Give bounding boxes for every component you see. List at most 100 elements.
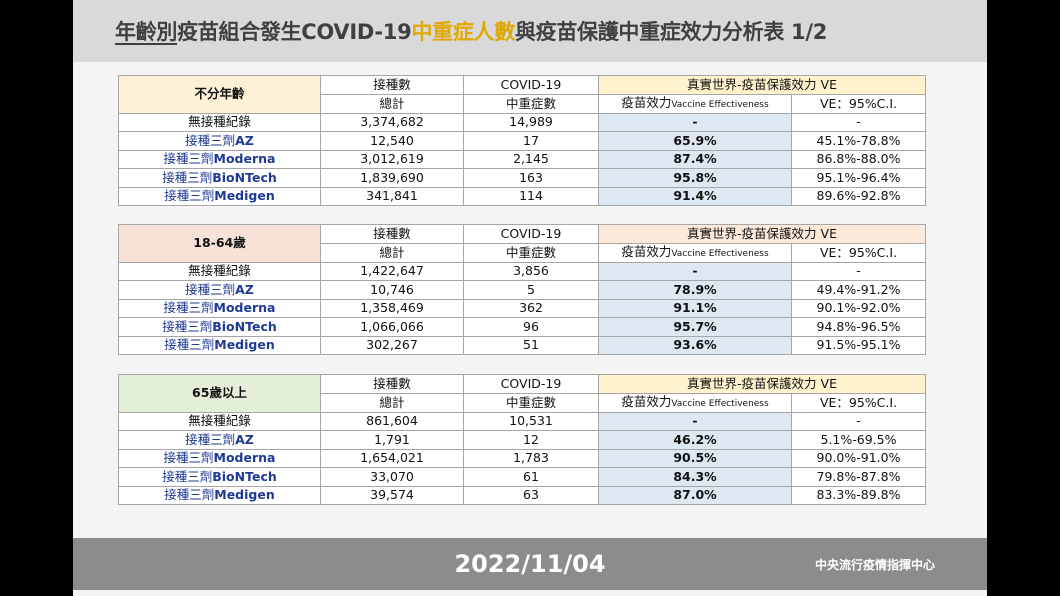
row-brand: BioNTech bbox=[212, 468, 277, 484]
row-total: 302,267 bbox=[320, 335, 464, 355]
table-row: 接種三劑BioNTech 1,839,690 163 95.8% 95.1%-96.4% bbox=[118, 168, 926, 188]
row-ci: 79.8%-87.8% bbox=[791, 467, 926, 487]
row-ci: - bbox=[791, 261, 926, 281]
table-row: 接種三劑AZ 12,540 17 65.9% 45.1%-78.8% bbox=[118, 131, 926, 151]
row-label: 接種三劑BioNTech bbox=[118, 467, 321, 487]
row-prefix: 接種三劑 bbox=[162, 169, 213, 185]
row-ve: 87.4% bbox=[598, 149, 792, 169]
header-cases-top: COVID-19 bbox=[463, 75, 599, 95]
row-label: 接種三劑AZ bbox=[118, 430, 321, 450]
row-cases: 2,145 bbox=[463, 149, 599, 169]
row-cases: 63 bbox=[463, 485, 599, 505]
title-bar: 年齡別疫苗組合發生COVID-19中重症人數與疫苗保護中重症效力分析表 1/2 bbox=[73, 0, 987, 62]
header-row: 不分年齡 接種數 COVID-19 真實世界-疫苗保護效力 VE bbox=[118, 75, 926, 114]
row-total: 3,374,682 bbox=[320, 112, 464, 132]
row-label: 接種三劑BioNTech bbox=[118, 168, 321, 188]
row-ci: 86.8%-88.0% bbox=[791, 149, 926, 169]
ve-label-zh: 疫苗效力 bbox=[621, 94, 672, 110]
footer-bar: 2022/11/04 中央流行疫情指揮中心 bbox=[73, 538, 987, 590]
header-ci-label: VE：95%C.I. bbox=[791, 93, 926, 114]
row-cases: 51 bbox=[463, 335, 599, 355]
table-group-0: 不分年齡 接種數 COVID-19 真實世界-疫苗保護效力 VE 總計 中重症數 疫苗效力V… bbox=[118, 75, 926, 206]
subheader-row: 總計 中重症數 疫苗效力Vaccine Effectiveness VE：95%C.I… bbox=[119, 93, 926, 114]
footer-date: 2022/11/04 bbox=[454, 550, 606, 578]
row-ve: 93.6% bbox=[598, 335, 792, 355]
row-cases: 5 bbox=[463, 280, 599, 300]
row-ci: 83.3%-89.8% bbox=[791, 485, 926, 505]
row-label: 無接種紀錄 bbox=[118, 411, 321, 431]
row-ci: 94.8%-96.5% bbox=[791, 317, 926, 337]
table-row: 接種三劑Medigen 39,574 63 87.0% 83.3%-89.8% bbox=[118, 485, 926, 505]
row-label: 接種三劑Medigen bbox=[118, 485, 321, 505]
row-brand: AZ bbox=[235, 132, 254, 148]
table-row: 接種三劑Moderna 1,358,469 362 91.1% 90.1%-92.0% bbox=[118, 298, 926, 318]
row-ci: - bbox=[791, 112, 926, 132]
table-row: 無接種紀錄 861,604 10,531- - bbox=[118, 411, 926, 431]
row-cases: 10,531 bbox=[463, 411, 599, 431]
row-prefix: 接種三劑 bbox=[185, 132, 236, 148]
row-cases: 12 bbox=[463, 430, 599, 450]
row-total: 3,012,619 bbox=[320, 149, 464, 169]
footer-org: 中央流行疫情指揮中心 bbox=[814, 558, 935, 572]
row-brand: BioNTech bbox=[212, 169, 277, 185]
row-cases: 163 bbox=[463, 168, 599, 188]
header-ci-label: VE：95%C.I. bbox=[791, 392, 926, 413]
row-prefix: 無接種紀錄 bbox=[188, 413, 251, 429]
table-row: 接種三劑AZ 10,746 5 78.9% 49.4%-91.2% bbox=[118, 280, 926, 300]
row-prefix: 接種三劑 bbox=[163, 151, 214, 167]
row-ve: 91.1% bbox=[598, 298, 792, 318]
row-prefix: 接種三劑 bbox=[164, 487, 215, 503]
row-cases: 96 bbox=[463, 317, 599, 337]
row-prefix: 接種三劑 bbox=[164, 188, 215, 204]
row-ve: - bbox=[598, 411, 792, 431]
row-ci: - bbox=[791, 411, 926, 431]
row-cases: 114 bbox=[463, 186, 599, 206]
slide: 年齡別疫苗組合發生COVID-19中重症人數與疫苗保護中重症效力分析表 1/2 … bbox=[73, 0, 987, 596]
title-highlight: 中重症人數 bbox=[411, 20, 515, 44]
row-ci: 90.0%-91.0% bbox=[791, 448, 926, 468]
subheader-row: 總計 中重症數 疫苗效力Vaccine Effectiveness VE：95%C.I… bbox=[119, 392, 926, 413]
header-cases-bottom: 中重症數 bbox=[463, 93, 599, 114]
group-label: 18-64歲 bbox=[118, 224, 321, 263]
header-ve-label: 疫苗效力Vaccine Effectiveness bbox=[598, 93, 792, 114]
row-prefix: 接種三劑 bbox=[162, 318, 213, 334]
row-total: 1,654,021 bbox=[320, 448, 464, 468]
row-ve: - bbox=[598, 261, 792, 281]
row-label: 接種三劑BioNTech bbox=[118, 317, 321, 337]
row-label: 接種三劑AZ bbox=[118, 131, 321, 151]
header-cases-bottom: 中重症數 bbox=[463, 392, 599, 413]
header-total-bottom: 總計 bbox=[320, 242, 464, 263]
row-prefix: 接種三劑 bbox=[162, 468, 213, 484]
title-part-1: 年齡別 bbox=[115, 20, 178, 44]
title-part-2: 疫苗組合發生COVID-19 bbox=[177, 20, 412, 44]
header-ve-top: 真實世界-疫苗保護效力 VE bbox=[598, 224, 926, 244]
row-total: 33,070 bbox=[320, 467, 464, 487]
row-label: 接種三劑Medigen bbox=[118, 186, 321, 206]
row-brand: Moderna bbox=[213, 300, 276, 316]
row-total: 1,358,469 bbox=[320, 298, 464, 318]
header-total-top: 接種數 bbox=[320, 75, 464, 95]
header-total-bottom: 總計 bbox=[320, 93, 464, 114]
table-row: 接種三劑BioNTech 33,070 61 84.3% 79.8%-87.8% bbox=[118, 467, 926, 487]
table-group-2: 65歲以上 接種數 COVID-19 真實世界-疫苗保護效力 VE 總計 中重症數 疫苗效力… bbox=[118, 374, 926, 505]
ve-label-en: Vaccine Effectiveness bbox=[671, 99, 769, 110]
row-ci: 5.1%-69.5% bbox=[791, 430, 926, 450]
row-prefix: 接種三劑 bbox=[185, 431, 236, 447]
header-ci-label: VE：95%C.I. bbox=[791, 242, 926, 263]
table-group-1: 18-64歲 接種數 COVID-19 真實世界-疫苗保護效力 VE 總計 中重症數 疫苗效… bbox=[118, 224, 926, 355]
row-total: 12,540 bbox=[320, 131, 464, 151]
row-prefix: 無接種紀錄 bbox=[188, 263, 251, 279]
row-total: 1,066,066 bbox=[320, 317, 464, 337]
table-row: 接種三劑Moderna 3,012,619 2,145 87.4% 86.8%-88.0… bbox=[118, 149, 926, 169]
group-label: 65歲以上 bbox=[118, 374, 321, 413]
row-prefix: 接種三劑 bbox=[185, 281, 236, 297]
header-ve-label: 疫苗效力Vaccine Effectiveness bbox=[598, 392, 792, 413]
table-row: 接種三劑AZ 1,791 12 46.2% 5.1%-69.5% bbox=[118, 430, 926, 450]
row-ci: 89.6%-92.8% bbox=[791, 186, 926, 206]
row-total: 10,746 bbox=[320, 280, 464, 300]
row-total: 1,422,647 bbox=[320, 261, 464, 281]
header-row: 65歲以上 接種數 COVID-19 真實世界-疫苗保護效力 VE bbox=[118, 374, 926, 413]
row-ci: 91.5%-95.1% bbox=[791, 335, 926, 355]
header-total-bottom: 總計 bbox=[320, 392, 464, 413]
row-total: 341,841 bbox=[320, 186, 464, 206]
